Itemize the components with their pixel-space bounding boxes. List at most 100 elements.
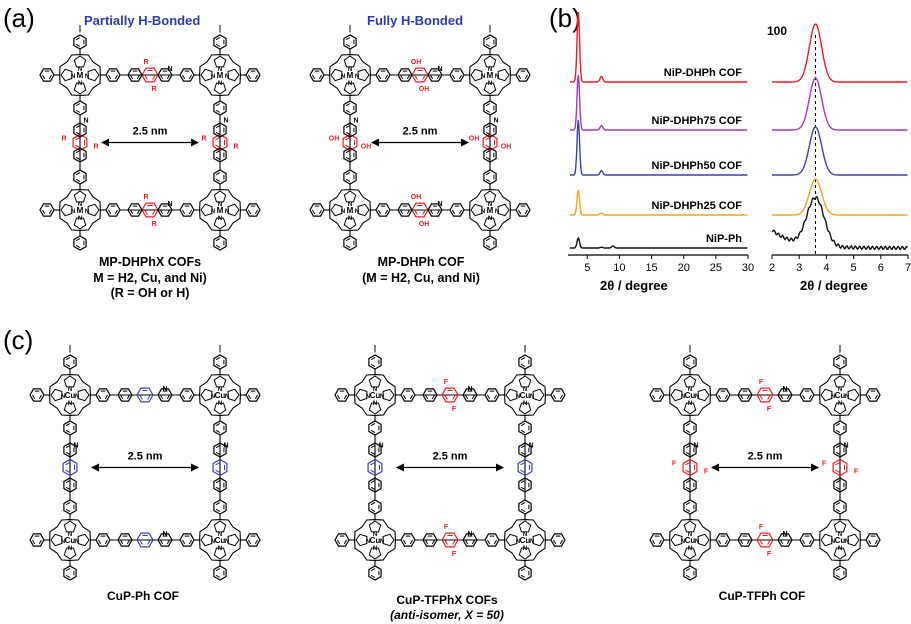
meso-phenyl-bottom (368, 565, 382, 581)
imine-n-label: N (437, 66, 442, 73)
panel-c-caption-1: CuP-Ph COF (107, 589, 179, 603)
meso-phenyl-left (179, 68, 195, 82)
meso-phenyl-top (213, 499, 227, 515)
metal-center-label: Cu (520, 536, 531, 545)
pyrrole-n-label: N (516, 539, 520, 545)
phenyl-ring (683, 442, 697, 458)
linker-ring-horizontal (756, 532, 774, 548)
xrd-trace-right (772, 23, 908, 83)
pyrrole-n-label: N (845, 539, 849, 545)
metal-center-label: Cu (65, 536, 76, 545)
meso-phenyl-bottom (368, 420, 382, 436)
phenyl-ring (213, 442, 227, 458)
meso-phenyl-bottom (518, 420, 532, 436)
phenyl-ring (63, 442, 77, 458)
meso-phenyl-top (368, 499, 382, 515)
linker-ring-vertical (367, 458, 383, 477)
pyrrole-n-label: N (211, 394, 215, 400)
meso-phenyl-top (73, 34, 87, 50)
phenyl-ring (833, 442, 847, 458)
right-x-tick-label: 3 (796, 262, 802, 274)
linker-substituent-label: R (143, 194, 148, 201)
phenyl-ring (683, 477, 697, 493)
meso-phenyl-bottom (73, 235, 87, 251)
pyrrole-n-label: N (218, 532, 222, 538)
pyrrole-n-label: N (681, 539, 685, 545)
pyrrole-n-label: N (523, 387, 527, 393)
metal-center-label: Cu (520, 391, 531, 400)
panel-c-caption-3: (anti-isomer, X = 50) (390, 608, 504, 622)
linker-substituent-label: OH (469, 136, 480, 143)
chain-continuation: | (219, 344, 221, 353)
left-x-axis-label: 2θ / degree (600, 278, 668, 293)
linker-substituent-label: OH (411, 194, 422, 201)
chain-continuation: | (524, 344, 526, 353)
pyrrole-n-label: N (68, 532, 72, 538)
phenyl-ring (427, 68, 443, 82)
meso-phenyl-right (375, 203, 391, 217)
imine-n-label: N (162, 386, 167, 393)
meso-phenyl-bottom (73, 100, 87, 116)
linker-ring-horizontal (441, 387, 459, 403)
pyrrole-n-label: N (225, 74, 229, 80)
pyrrole-n-label: N (71, 209, 75, 215)
left-x-tick-label: 25 (710, 262, 722, 274)
pyrrole-n-label: N (838, 546, 842, 552)
chain-continuation: | (349, 159, 351, 168)
linker-substituent-label: R (61, 136, 66, 143)
metal-center-label: Cu (370, 536, 381, 545)
pyrrole-n-label: N (530, 539, 534, 545)
panel-c-letter: (c) (3, 325, 33, 355)
linker-substituent-label: F (452, 406, 457, 413)
chain-continuation: | (839, 344, 841, 353)
metal-center-label: Cu (65, 391, 76, 400)
distance-label: 2.5 nm (133, 126, 168, 138)
linker-ring-vertical (517, 458, 533, 477)
meso-phenyl-left (449, 68, 465, 82)
pyrrole-n-label: N (225, 209, 229, 215)
xrd-trace-left (569, 11, 748, 83)
meso-phenyl-right (550, 533, 566, 547)
meso-phenyl-bottom (833, 420, 847, 436)
linker-ring-horizontal (136, 387, 154, 403)
meso-phenyl-right (105, 68, 121, 82)
linker-ring-vertical (682, 458, 698, 477)
phenyl-ring (117, 533, 133, 547)
pyrrole-n-label: N (78, 81, 82, 87)
imine-n-label: N (167, 201, 172, 208)
pyrrole-n-label: N (845, 394, 849, 400)
pyrrole-n-label: N (380, 394, 384, 400)
pyrrole-n-label: N (68, 401, 72, 407)
linker-substituent-label: F (759, 379, 764, 386)
linker-substituent-label: F (822, 461, 827, 468)
phenyl-ring (117, 388, 133, 402)
imine-n-label: N (693, 443, 698, 450)
phenyl-ring (127, 203, 143, 217)
meso-phenyl-right (95, 533, 111, 547)
meso-phenyl-left (334, 388, 350, 402)
linker-substituent-label: F (704, 469, 709, 476)
panel-a-left-title: Partially H-Bonded (84, 13, 200, 28)
meso-phenyl-top (683, 499, 697, 515)
metal-center-label: Cu (215, 536, 226, 545)
linker-substituent-label: F (444, 379, 449, 386)
meso-phenyl-top (483, 34, 497, 50)
meso-phenyl-bottom (683, 565, 697, 581)
distance-label: 2.5 nm (433, 451, 468, 463)
meso-phenyl-right (550, 388, 566, 402)
pyrrole-n-label: N (523, 532, 527, 538)
meso-phenyl-right (245, 203, 261, 217)
xrd-trace-right (772, 178, 908, 216)
left-x-tick-label: 10 (613, 262, 625, 274)
pyrrole-n-label: N (488, 81, 492, 87)
pyrrole-n-label: N (488, 216, 492, 222)
